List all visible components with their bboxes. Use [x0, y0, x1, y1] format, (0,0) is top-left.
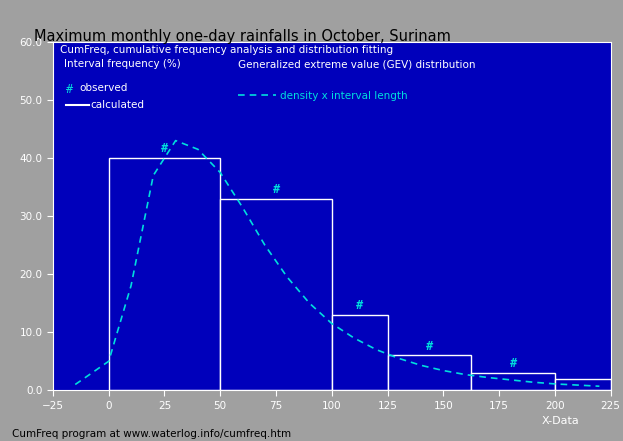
Text: CumFreq, cumulative frequency analysis and distribution fitting: CumFreq, cumulative frequency analysis a…: [60, 45, 392, 55]
Bar: [554, 379, 611, 390]
Text: #: #: [272, 183, 280, 196]
Text: #: #: [66, 82, 74, 96]
Text: density x interval length: density x interval length: [280, 91, 408, 101]
Text: #: #: [161, 142, 168, 155]
Text: observed: observed: [80, 82, 128, 93]
Text: CumFreq program at www.waterlog.info/cumfreq.htm: CumFreq program at www.waterlog.info/cum…: [12, 429, 292, 439]
Text: Maximum monthly one-day rainfalls in October, Surinam: Maximum monthly one-day rainfalls in Oct…: [34, 29, 451, 44]
Text: #: #: [356, 299, 363, 312]
X-axis label: X-Data: X-Data: [541, 416, 579, 426]
Bar: [388, 355, 471, 390]
Text: Generalized extreme value (GEV) distribution: Generalized extreme value (GEV) distribu…: [238, 59, 475, 69]
Bar: [331, 315, 388, 390]
Text: calculated: calculated: [91, 100, 145, 110]
Bar: [109, 158, 221, 390]
Bar: [221, 198, 331, 390]
Text: #: #: [426, 340, 433, 352]
Text: Interval frequency (%): Interval frequency (%): [64, 59, 181, 69]
Text: #: #: [510, 357, 516, 370]
Bar: [471, 373, 554, 390]
